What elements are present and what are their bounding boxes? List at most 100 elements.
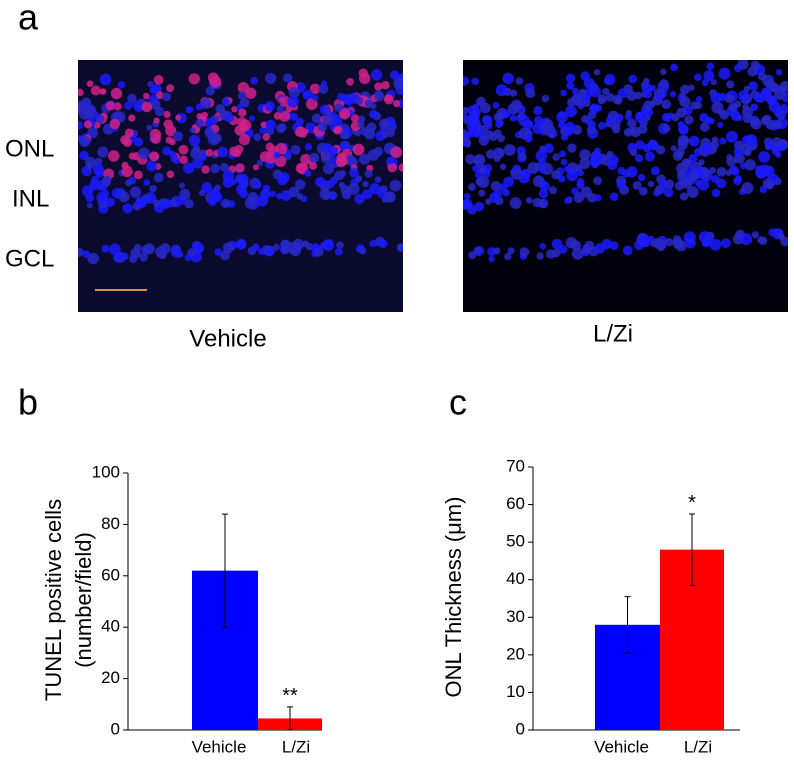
y-tick-label: 80 (101, 514, 120, 533)
nucleus (741, 182, 754, 195)
nucleus (463, 198, 473, 210)
nucleus (635, 111, 647, 123)
nucleus (374, 82, 383, 91)
y-tick-label: 20 (101, 668, 120, 687)
nucleus (488, 255, 495, 263)
nucleus (614, 96, 623, 105)
nucleus (340, 185, 350, 195)
nucleus (97, 146, 109, 158)
nucleus (87, 127, 99, 139)
nucleus (340, 157, 349, 166)
nucleus (102, 175, 112, 184)
nucleus (149, 184, 157, 193)
nucleus (279, 96, 287, 104)
nucleus (624, 113, 632, 121)
nucleus (113, 102, 122, 111)
nucleus (244, 197, 257, 209)
nucleus (149, 151, 160, 162)
nucleus (179, 182, 186, 189)
nucleus (706, 62, 715, 71)
nucleus (751, 231, 759, 239)
nucleus (551, 238, 563, 250)
nucleus (343, 94, 355, 106)
x-tick-label: Vehicle (594, 737, 649, 756)
nucleus (304, 143, 313, 151)
nucleus (172, 131, 184, 142)
nucleus (661, 99, 672, 110)
nucleus (99, 73, 112, 86)
nucleus (522, 119, 534, 130)
nucleus (709, 166, 717, 174)
nucleus (634, 154, 643, 163)
nucleus (571, 87, 579, 95)
nucleus (222, 177, 234, 189)
nucleus (538, 158, 547, 167)
nucleus (695, 95, 703, 103)
nucleus (778, 103, 788, 115)
nucleus (580, 71, 590, 81)
nucleus (684, 115, 694, 125)
nucleus (565, 73, 576, 83)
nucleus (381, 196, 389, 203)
x-tick-label: L/Zi (282, 737, 310, 756)
y-axis-label: ONL Thickness (μm) (441, 497, 466, 698)
nucleus (128, 152, 136, 160)
nucleus (330, 146, 338, 155)
nucleus (594, 147, 601, 155)
nucleus (556, 111, 568, 124)
nucleus (162, 92, 172, 102)
nucleus (662, 124, 671, 133)
nucleus (628, 74, 638, 84)
caption: L/Zi (593, 320, 633, 347)
nucleus (285, 105, 293, 113)
nucleus (670, 63, 678, 72)
nucleus (78, 88, 84, 97)
nucleus (350, 114, 359, 123)
nucleus (272, 243, 280, 251)
nucleus (552, 248, 561, 258)
nucleus (647, 180, 655, 188)
nucleus (538, 189, 549, 199)
nucleus (543, 143, 554, 154)
nucleus (162, 146, 172, 156)
nucleus (346, 77, 354, 86)
nucleus (768, 228, 777, 237)
nucleus (390, 146, 403, 159)
nucleus (472, 164, 480, 173)
nucleus (680, 177, 690, 187)
nucleus (493, 155, 501, 163)
nucleus (564, 121, 576, 132)
nucleus (129, 186, 142, 198)
nucleus (387, 162, 398, 173)
nucleus (245, 87, 257, 99)
nucleus (726, 80, 735, 89)
nucleus (571, 93, 583, 105)
nucleus (383, 94, 394, 105)
nucleus (78, 121, 83, 130)
nucleus (87, 252, 99, 265)
nucleus (567, 143, 577, 153)
nucleus (558, 175, 566, 183)
nucleus (580, 186, 592, 198)
nucleus (559, 150, 566, 158)
nucleus (133, 170, 143, 180)
nucleus (86, 80, 94, 88)
nucleus (758, 151, 771, 163)
nucleus (478, 135, 490, 146)
nucleus (577, 170, 584, 177)
nucleus (86, 202, 93, 209)
nucleus (276, 105, 285, 114)
nucleus (207, 72, 219, 84)
nucleus (616, 180, 626, 190)
nucleus (760, 116, 771, 126)
nucleus (497, 119, 504, 126)
nucleus (358, 153, 370, 165)
nucleus (239, 97, 250, 108)
nucleus (124, 101, 133, 110)
nucleus (260, 121, 268, 129)
nucleus (609, 192, 619, 201)
significance: * (688, 492, 696, 514)
nucleus (686, 186, 699, 198)
nucleus (355, 175, 363, 183)
nucleus (539, 181, 550, 192)
